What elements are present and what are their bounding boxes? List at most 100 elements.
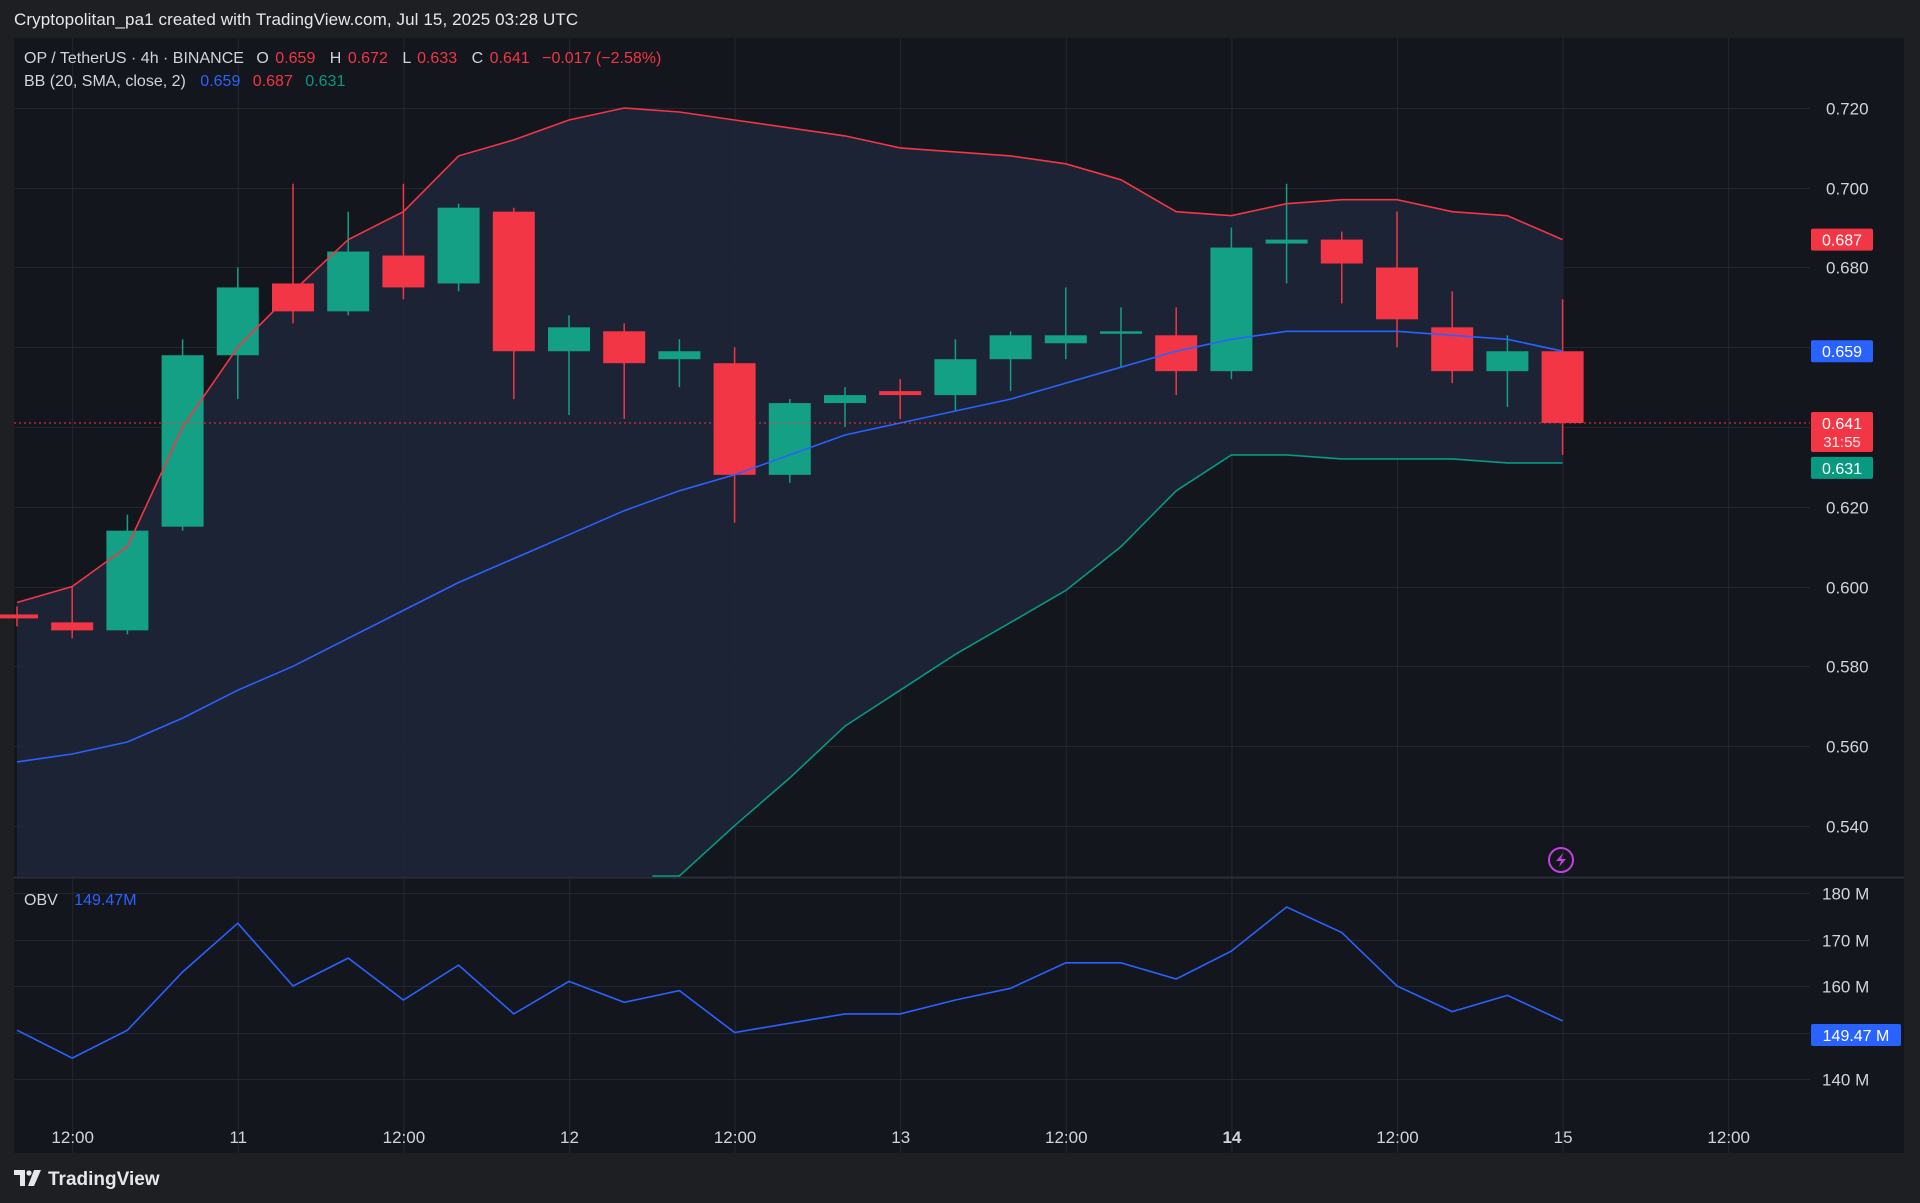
candle-body (548, 327, 590, 352)
price-tick-label: 0.580 (1826, 658, 1869, 677)
bearish-candle (1541, 299, 1584, 455)
candle-body (1210, 247, 1253, 372)
candle-body (1376, 267, 1418, 320)
bollinger-band-fill (17, 108, 1563, 876)
last-price-badge-value: 0.641 (1822, 416, 1862, 433)
x-tick-label: 14 (1222, 1128, 1241, 1147)
candle-body (1100, 331, 1142, 334)
bullish-candle (161, 339, 204, 531)
basis-badge-value: 0.659 (1822, 344, 1862, 361)
last-price-badge-box (1811, 412, 1873, 453)
candle-body (327, 251, 370, 312)
bullish-candle (106, 514, 149, 635)
bullish-candle (1210, 227, 1253, 380)
brand-name: TradingView (48, 1169, 160, 1190)
legend-bb-upper: 0.687 (253, 73, 293, 90)
candle-body (382, 255, 425, 288)
bullish-candle (824, 387, 866, 427)
candle-body (492, 211, 535, 352)
legend-bb-basis: 0.659 (200, 73, 240, 90)
candle-body (0, 614, 38, 619)
candle-body (1155, 335, 1198, 372)
candle-body (713, 363, 756, 475)
legend-bb: BB (20, SMA, close, 2) 0.659 0.687 0.631 (24, 73, 345, 90)
candle-body (1541, 351, 1584, 424)
legend-bb-label: BB (20, SMA, close, 2) (24, 73, 186, 90)
lower-band-badge: 0.631 (1811, 456, 1873, 479)
obv-line (16, 906, 1563, 1059)
candle-body (1265, 239, 1308, 244)
legend-obv-label: OBV (24, 892, 58, 909)
legend-change-value: −0.017 (−2.58%) (542, 50, 661, 67)
obv-badge: 149.47 M (1811, 1023, 1901, 1046)
bearish-candle (272, 183, 314, 324)
bearish-candle (492, 207, 535, 400)
lower-band-badge-value: 0.631 (1822, 461, 1862, 478)
obv-tick-label: 140 M (1822, 1071, 1869, 1090)
alert-lightning-icon[interactable] (1548, 847, 1574, 873)
bearish-candle (1376, 211, 1418, 348)
bearish-candle (879, 379, 922, 420)
bullish-candle (658, 339, 701, 388)
bb-upper-line (16, 107, 1563, 604)
x-tick-label: 12:00 (1045, 1128, 1088, 1147)
candle-body (824, 395, 866, 404)
x-tick-label: 11 (229, 1128, 247, 1147)
obv-badge-box (1811, 1023, 1901, 1046)
x-tick-label: 12:00 (714, 1128, 757, 1147)
x-tick-label: 12:00 (1707, 1128, 1750, 1147)
bullish-candle (216, 267, 259, 400)
candle-body (1486, 351, 1529, 372)
x-tick-label: 12:00 (1376, 1128, 1419, 1147)
price-tick-label: 0.700 (1826, 180, 1869, 199)
legend-high-label: H (330, 50, 342, 67)
upper-band-badge: 0.687 (1811, 228, 1873, 251)
basis-badge: 0.659 (1811, 340, 1873, 363)
x-tick-label: 13 (891, 1128, 910, 1147)
legend-symbol-text: OP / TetherUS · 4h · BINANCE (24, 50, 244, 67)
legend-symbol: OP / TetherUS · 4h · BINANCE O 0.659 H 0… (24, 50, 661, 67)
lower-band-badge-box (1811, 456, 1873, 479)
price-tick-label: 0.560 (1826, 738, 1869, 757)
candle-body (989, 335, 1032, 360)
legend-close-label: C (472, 50, 484, 67)
candle-body (768, 403, 811, 475)
basis-badge-box (1811, 340, 1873, 363)
bullish-candle (768, 399, 811, 483)
tradingview-logo-icon (14, 1169, 42, 1191)
obv-badge-value: 149.47 M (1823, 1028, 1890, 1045)
legend-obv: OBV 149.47M (24, 892, 137, 909)
candle-body (658, 351, 701, 360)
legend-high-value: 0.672 (348, 50, 388, 67)
legend-open-label: O (256, 50, 268, 67)
candle-body (216, 287, 259, 356)
bearish-candle (51, 586, 94, 639)
price-tick-label: 0.600 (1826, 579, 1869, 598)
bullish-candle (327, 211, 370, 316)
chart-attribution: Cryptopolitan_pa1 created with TradingVi… (14, 10, 579, 29)
candle-body (603, 331, 646, 364)
price-tick-label: 0.680 (1826, 259, 1869, 278)
x-tick-label: 12:00 (51, 1128, 94, 1147)
candle-body (1044, 335, 1087, 344)
price-tick-label: 0.540 (1826, 818, 1869, 837)
bullish-candle (934, 339, 977, 412)
price-tick-label: 0.620 (1826, 499, 1869, 518)
candle-body (161, 355, 204, 527)
obv-tick-label: 160 M (1822, 978, 1869, 997)
bullish-candle (1265, 183, 1308, 284)
legend-low-value: 0.633 (417, 50, 457, 67)
x-tick-label: 12:00 (383, 1128, 426, 1147)
obv-pane-background (14, 878, 1904, 1153)
bearish-candle (382, 183, 425, 300)
bullish-candle (1486, 335, 1529, 408)
bullish-candle (1100, 307, 1142, 368)
candle-body (934, 359, 977, 396)
bb-basis-line (16, 330, 1563, 763)
footer-brand[interactable]: TradingView (14, 1166, 160, 1194)
x-tick-label: 12 (560, 1128, 579, 1147)
legend-close-value: 0.641 (490, 50, 530, 67)
candle-body (1320, 239, 1363, 264)
